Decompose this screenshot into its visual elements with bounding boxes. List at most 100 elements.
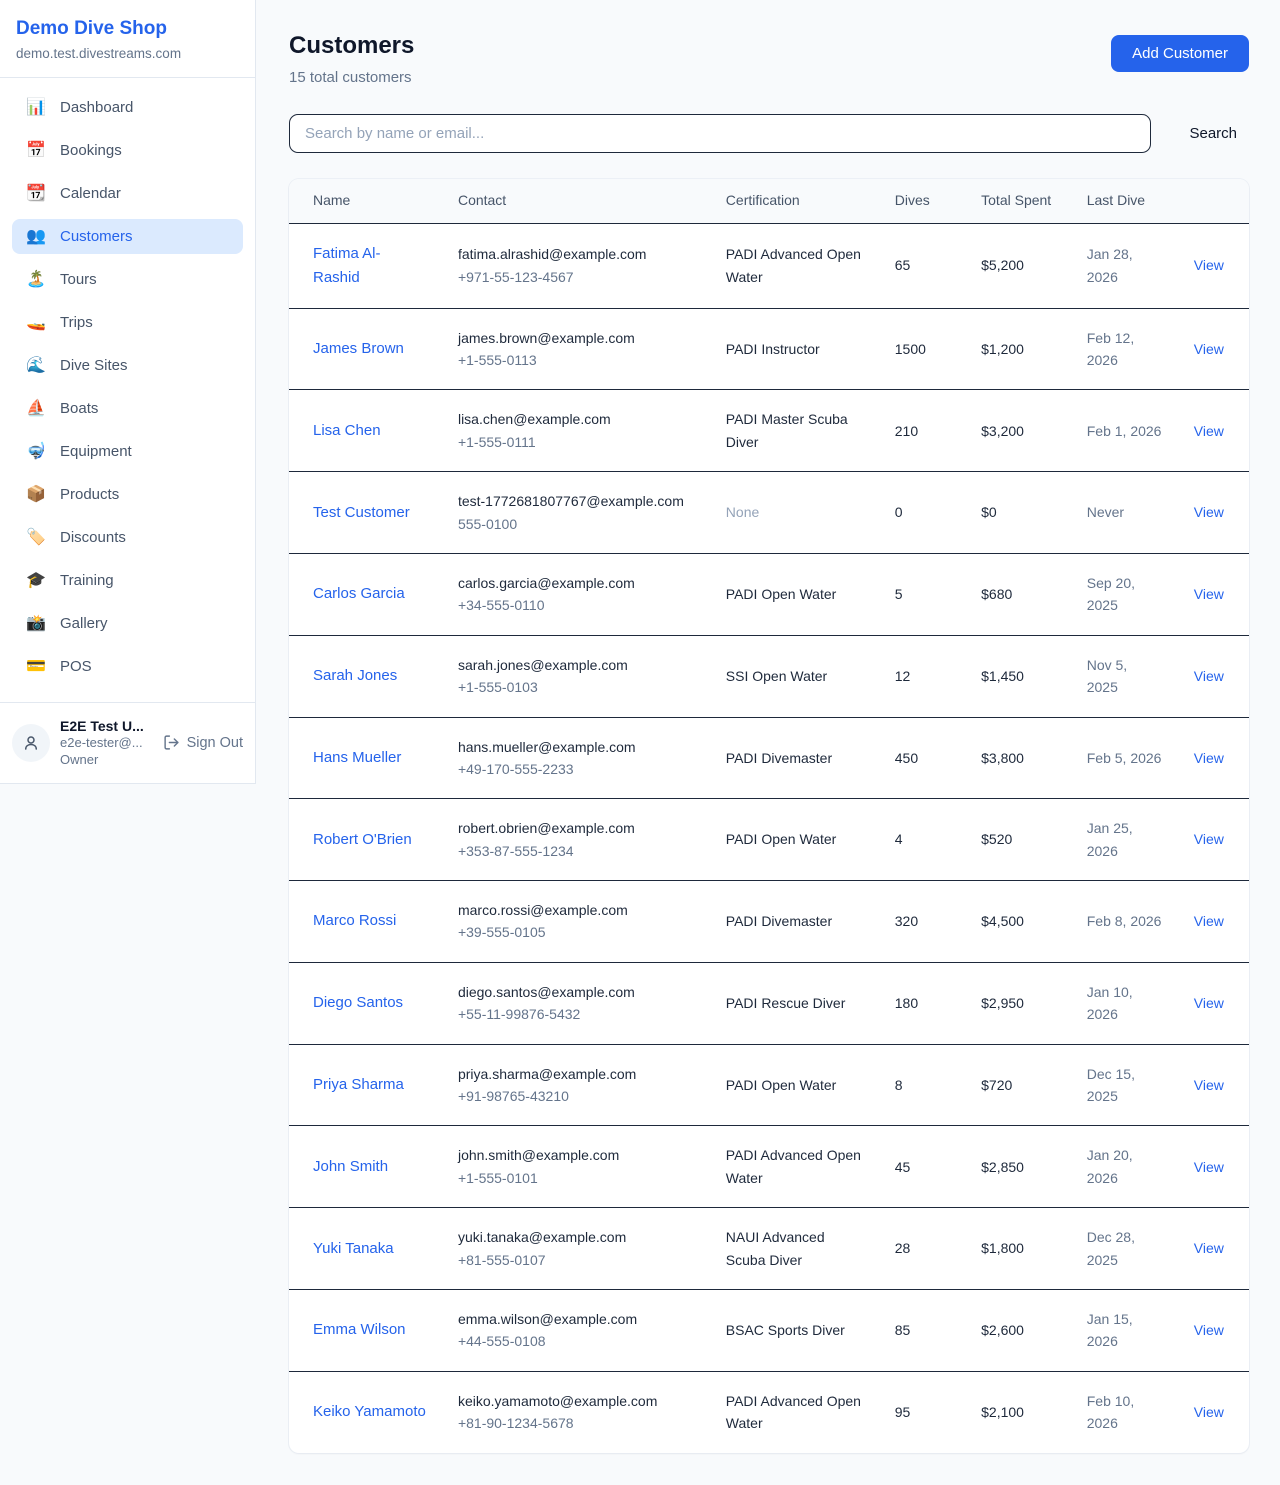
customer-phone: +971-55-123-4567: [457, 268, 574, 285]
view-link[interactable]: View: [1193, 995, 1224, 1012]
customer-phone: +1-555-0103: [457, 679, 538, 696]
sidebar-item-calendar[interactable]: 📆 Calendar: [12, 176, 243, 211]
view-link[interactable]: View: [1193, 586, 1224, 603]
sidebar-item-label: Bookings: [60, 142, 122, 159]
view-link[interactable]: View: [1193, 749, 1224, 766]
customer-name-link[interactable]: Sarah Jones: [313, 667, 398, 685]
customer-name-link[interactable]: Keiko Yamamoto: [313, 1403, 426, 1421]
customer-name-link[interactable]: Fatima Al-Rashid: [313, 244, 381, 286]
sidebar: Demo Dive Shop demo.test.divestreams.com…: [0, 0, 256, 784]
sidebar-item-boats[interactable]: ⛵ Boats: [12, 391, 243, 426]
view-link[interactable]: View: [1193, 257, 1224, 274]
sailboat-icon: ⛵: [26, 399, 46, 417]
sidebar-item-label: Gallery: [60, 615, 108, 632]
customer-name-link[interactable]: Priya Sharma: [313, 1076, 404, 1094]
customer-certification: PADI Instructor: [701, 307, 871, 390]
sidebar-item-label: Equipment: [60, 443, 132, 460]
customer-dives: 95: [870, 1370, 958, 1453]
customer-total-spent: $2,600: [957, 1288, 1063, 1372]
table-row: Robert O'Brien robert.obrien@example.com…: [289, 798, 1249, 881]
sidebar-item-tours[interactable]: 🏝️ Tours: [12, 262, 243, 297]
customer-name-link[interactable]: Carlos Garcia: [313, 585, 405, 603]
customer-name-link[interactable]: Yuki Tanaka: [313, 1239, 394, 1257]
customer-name-link[interactable]: Hans Mueller: [313, 748, 402, 766]
avatar: [12, 723, 50, 762]
sign-out-label: Sign Out: [186, 734, 243, 751]
customer-last-dive: Feb 8, 2026: [1062, 880, 1170, 963]
customer-name-link[interactable]: Lisa Chen: [313, 421, 381, 439]
customer-dives: 210: [870, 389, 958, 472]
sidebar-item-gallery[interactable]: 📸 Gallery: [12, 606, 243, 641]
customer-total-spent: $3,800: [957, 716, 1063, 799]
add-customer-button[interactable]: Add Customer: [1111, 35, 1249, 72]
customer-certification: SSI Open Water: [701, 634, 871, 717]
sidebar-item-equipment[interactable]: 🤿 Equipment: [12, 434, 243, 469]
sign-out-button[interactable]: Sign Out: [163, 734, 243, 751]
customer-phone: +81-90-1234-5678: [457, 1415, 574, 1432]
view-link[interactable]: View: [1193, 340, 1224, 357]
customer-total-spent: $2,850: [957, 1125, 1063, 1208]
customer-total-spent: $1,450: [957, 634, 1063, 717]
view-link[interactable]: View: [1193, 831, 1224, 848]
customer-name-link[interactable]: Test Customer: [313, 503, 410, 521]
col-name: Name: [289, 179, 434, 224]
view-link[interactable]: View: [1193, 1158, 1224, 1175]
user-role: Owner: [60, 752, 99, 768]
view-link[interactable]: View: [1193, 422, 1224, 439]
wave-icon: 🌊: [26, 356, 46, 374]
sidebar-item-label: POS: [60, 658, 92, 675]
customer-email: keiko.yamamoto@example.com: [457, 1392, 658, 1409]
sidebar-item-products[interactable]: 📦 Products: [12, 477, 243, 512]
sidebar-item-customers[interactable]: 👥 Customers: [12, 219, 243, 254]
col-certification: Certification: [701, 179, 871, 224]
sidebar-item-discounts[interactable]: 🏷️ Discounts: [12, 520, 243, 555]
customer-total-spent: $520: [957, 798, 1063, 881]
customer-certification: PADI Open Water: [701, 1043, 871, 1126]
user-box: E2E Test U... e2e-tester@... Owner Sign …: [0, 702, 255, 783]
view-link[interactable]: View: [1193, 1322, 1224, 1339]
customer-dives: 180: [870, 961, 958, 1045]
customer-name-link[interactable]: John Smith: [313, 1157, 389, 1175]
customer-name-link[interactable]: James Brown: [313, 339, 404, 357]
view-link[interactable]: View: [1193, 667, 1224, 684]
view-link[interactable]: View: [1193, 913, 1224, 930]
sidebar-item-dashboard[interactable]: 📊 Dashboard: [12, 90, 243, 125]
customer-phone: +1-555-0101: [457, 1169, 538, 1186]
sidebar-item-label: Boats: [60, 400, 99, 417]
sidebar-item-pos[interactable]: 💳 POS: [12, 649, 243, 684]
sidebar-item-trips[interactable]: 🚤 Trips: [12, 305, 243, 340]
customer-certification: PADI Divemaster: [701, 880, 871, 963]
sidebar-item-training[interactable]: 🎓 Training: [12, 563, 243, 598]
customer-dives: 1500: [870, 307, 958, 390]
customer-total-spent: $680: [957, 552, 1063, 636]
customer-certification: BSAC Sports Diver: [701, 1288, 871, 1372]
customer-name-link[interactable]: Emma Wilson: [313, 1321, 406, 1339]
customer-certification: PADI Advanced Open Water: [725, 246, 861, 285]
customer-total-spent: $1,800: [957, 1207, 1063, 1290]
search-button[interactable]: Search: [1177, 117, 1249, 150]
customer-certification: PADI Open Water: [701, 798, 871, 881]
sidebar-item-dive-sites[interactable]: 🌊 Dive Sites: [12, 348, 243, 383]
customer-phone: +34-555-0110: [457, 597, 545, 614]
customer-phone: +39-555-0105: [457, 924, 546, 941]
sidebar-item-bookings[interactable]: 📅 Bookings: [12, 133, 243, 168]
customer-phone: +91-98765-43210: [457, 1088, 569, 1105]
view-link[interactable]: View: [1193, 1076, 1224, 1093]
view-link[interactable]: View: [1193, 504, 1224, 521]
customer-name-link[interactable]: Diego Santos: [313, 994, 404, 1012]
credit-card-icon: 💳: [26, 657, 46, 675]
search-input[interactable]: [289, 114, 1152, 153]
table-row: Marco Rossi marco.rossi@example.com +39-…: [289, 880, 1249, 963]
shop-name: Demo Dive Shop: [16, 18, 167, 39]
view-link[interactable]: View: [1193, 1240, 1224, 1257]
table-row: Sarah Jones sarah.jones@example.com +1-5…: [289, 634, 1249, 717]
view-link[interactable]: View: [1193, 1403, 1224, 1420]
customer-email: james.brown@example.com: [457, 329, 635, 346]
customer-name-link[interactable]: Marco Rossi: [313, 912, 397, 930]
col-contact: Contact: [433, 179, 702, 224]
customer-name-link[interactable]: Robert O'Brien: [313, 830, 412, 848]
customer-last-dive: Sep 20, 2025: [1062, 552, 1170, 636]
customer-certification: PADI Divemaster: [701, 716, 871, 799]
table-row: Carlos Garcia carlos.garcia@example.com …: [289, 552, 1249, 636]
customer-email: lisa.chen@example.com: [457, 411, 611, 428]
